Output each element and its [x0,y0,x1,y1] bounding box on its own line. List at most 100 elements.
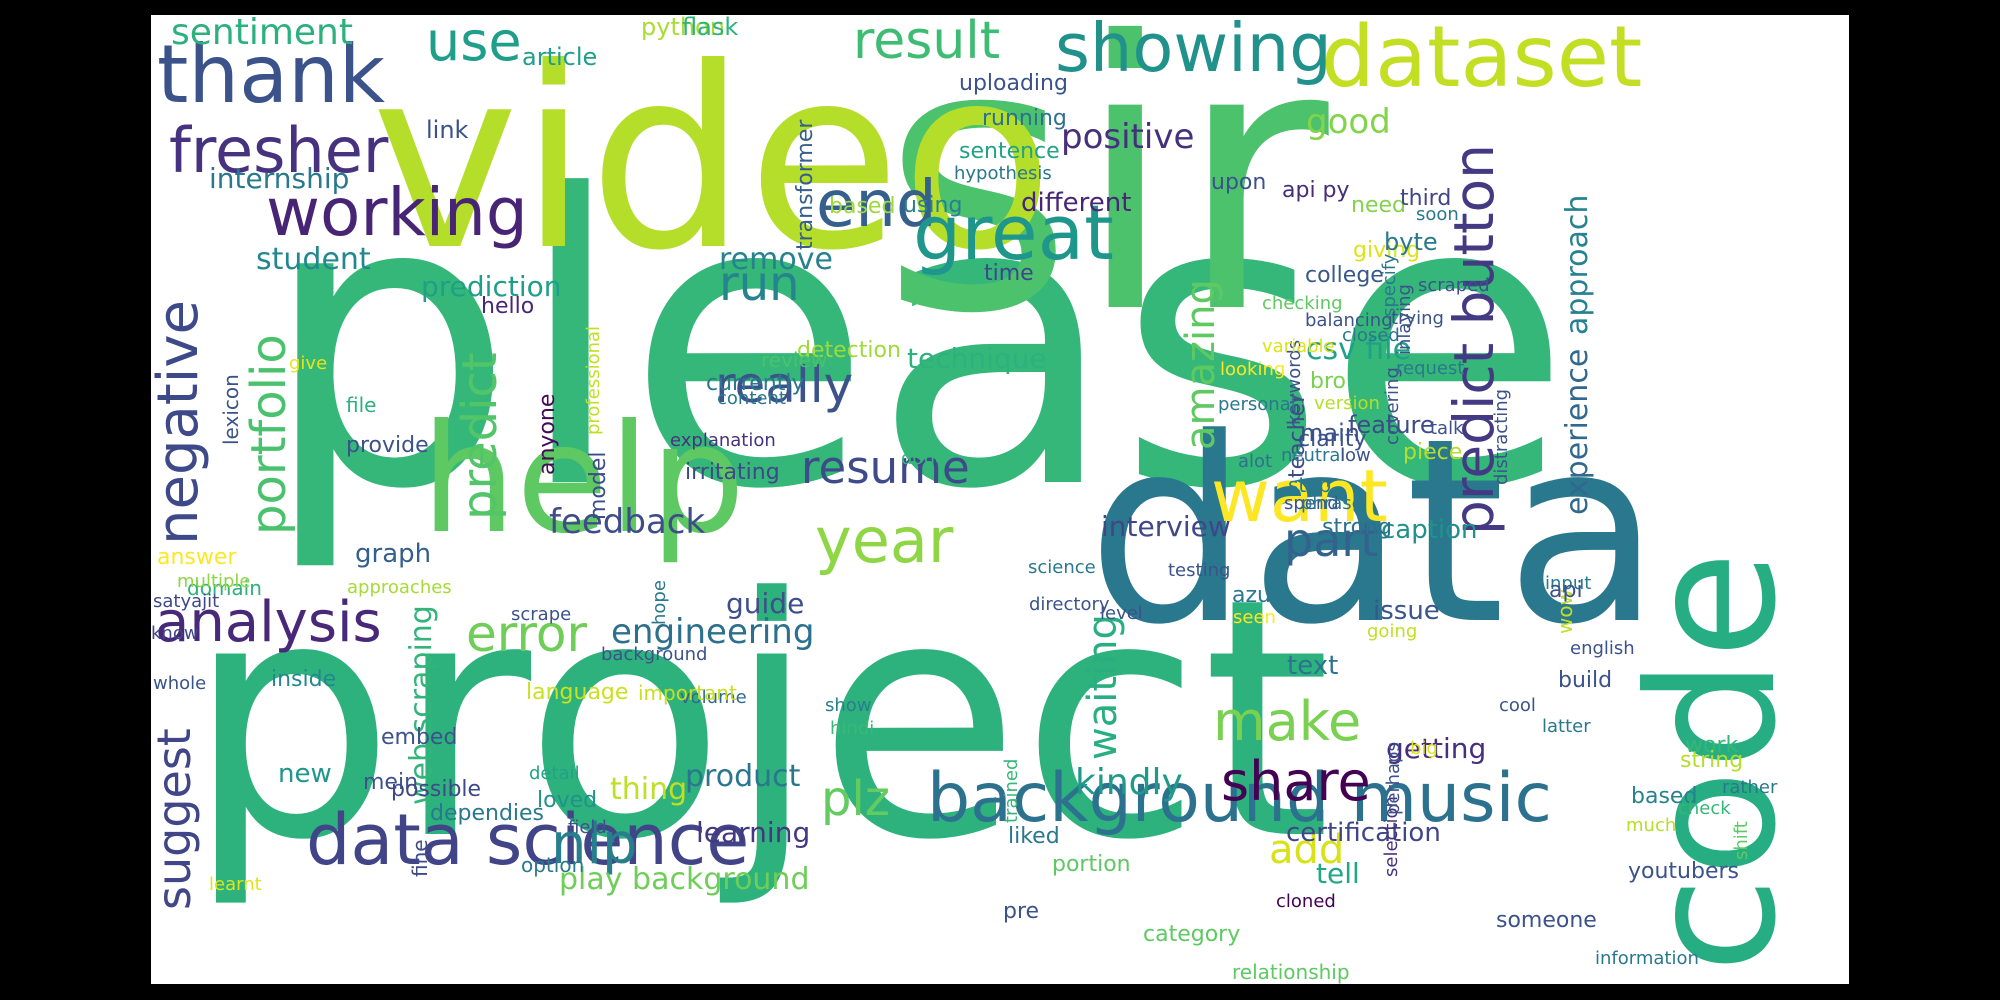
word-version: version [1314,393,1380,414]
word-level: level [1100,603,1143,624]
word-approaches: approaches [347,577,452,598]
word-detection: detection [797,338,901,363]
word-working: working [266,174,528,251]
word-closed: closed [1342,325,1400,346]
word-field: field [568,817,607,838]
word-checking: checking [1262,293,1343,314]
word-cloned: cloned [1276,891,1336,912]
word-dataset: dataset [1321,15,1643,107]
word-portion: portion [1052,852,1131,877]
word-approach: approach [1560,194,1595,335]
word-graph: graph [355,539,432,569]
word-rather: rather [1722,777,1778,798]
word-input: input [1545,573,1592,594]
word-positive: positive [1061,117,1195,157]
word-done: done [901,448,946,469]
word-seen: seen [1233,607,1276,628]
word-make: make [1213,690,1362,753]
word-latter: latter [1542,716,1591,737]
word-learnt: learnt [209,874,262,895]
word-pre: pre [1003,899,1040,924]
word-different: different [1021,188,1132,218]
word-showing: showing [1055,15,1332,87]
word-experience: experience [1560,348,1595,515]
word-kindly: kindly [1075,762,1183,803]
word-liked: liked [1008,824,1060,849]
word-api: api [1549,578,1583,603]
word-nlp: nlp [551,812,638,877]
word-someone: someone [1496,908,1597,933]
word-hypothesis: hypothesis [954,163,1052,184]
word-college: college [1305,263,1384,288]
word-getting: getting [1386,732,1487,765]
word-suggest: suggest [151,728,201,910]
word-csv-file: csv file [1306,332,1412,367]
word-new: new [278,759,332,789]
word-give: give [289,353,328,374]
word-whole: whole [153,673,207,694]
word-waiting: waiting [1080,614,1126,760]
word-satyajit: satyajit [153,591,220,612]
word-third: third [1400,186,1452,211]
word-detail: detail [529,763,580,784]
word-guide: guide [726,587,805,620]
word-important: important [638,681,737,705]
word-student: student [256,242,371,277]
word-good: good [1306,102,1391,142]
word-relationship: relationship [1232,960,1350,984]
word-certification: certification [1286,818,1441,848]
word-lexicon: lexicon [219,374,243,445]
word-distracting: distracting [1491,388,1512,485]
word-spend: spend [1284,493,1339,514]
word-talk: talk [1430,418,1464,439]
word-science: science [1028,557,1096,578]
word-great: great [913,188,1114,277]
word-result: result [853,15,1001,71]
word-domain: domain [187,576,262,600]
word-upon: upon [1211,170,1267,195]
word-error: error [466,605,588,663]
word-text: text [1287,651,1339,681]
word-build: build [1558,668,1613,693]
word-directory: directory [1029,594,1110,615]
word-irritating: irritating [685,460,780,485]
word-video: video [371,15,1054,305]
word-project: project [186,528,1332,912]
word-time: time [984,261,1034,286]
word-plz: plz [821,771,890,827]
word-amazing: amazing [1178,279,1224,450]
word-uploading: uploading [959,71,1068,96]
word-mein: mein [363,770,419,795]
word-information: information [1595,948,1699,969]
word-please: please [261,112,1572,577]
word-check: check [1678,798,1731,819]
word-low: low [1340,445,1371,466]
word-stop: stop [1288,473,1332,497]
word-currently: currently [706,371,805,396]
word-link: link [426,116,469,144]
word-interview: interview [1101,510,1231,543]
word-predict: predict [452,352,508,520]
word-add: add [1269,827,1345,873]
word-sir: sir [881,15,1329,395]
word-model: model [586,451,611,520]
word-azure: azure [1232,583,1294,608]
word-caption: caption [1381,515,1478,545]
word-provide: provide [346,433,429,458]
word-string: string [1680,748,1744,773]
word-phrase: phrase [1301,493,1363,514]
word-loved: loved [537,788,598,813]
word-flask: flask [682,15,739,41]
word-know: know [151,623,199,644]
word-clarity: clarity [1298,427,1367,452]
word-share: share [1221,750,1371,813]
word-year: year [815,504,954,577]
word-hindi: hindi [830,718,875,739]
word-file: file [346,393,377,417]
word-language: language [526,680,629,705]
word-personal: personal [1218,394,1296,415]
word-background: background [601,644,708,665]
word-scraped: scraped [1418,275,1490,296]
word-perhaps: perhaps [1383,742,1404,815]
word-negative: negative [151,300,211,545]
